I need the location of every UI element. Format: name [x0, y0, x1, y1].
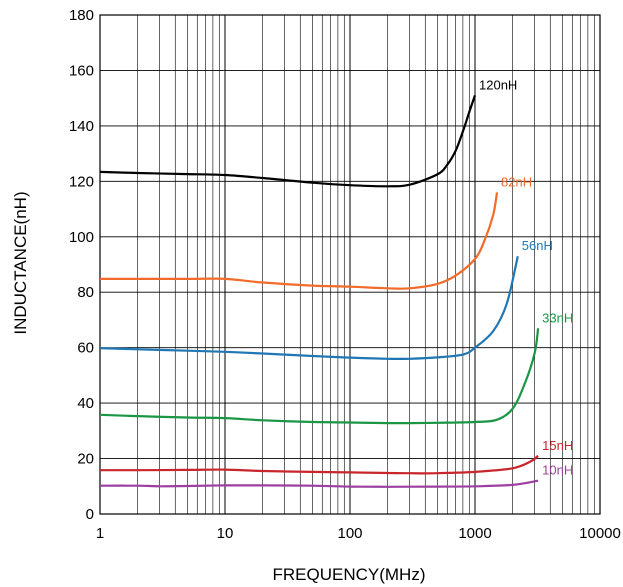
series-line-15nh: [100, 454, 539, 475]
series-line-56nh: [99, 255, 519, 361]
series-line-82nh: [100, 192, 499, 290]
y-axis-title: INDUCTANCE(nH): [11, 191, 30, 334]
y-tick-label: 120: [69, 173, 94, 190]
y-tick-label: 60: [77, 340, 94, 357]
y-tick-label: 160: [69, 62, 94, 79]
x-tick-label: 100: [337, 525, 362, 542]
series-label-10nh: 10nH: [542, 463, 573, 478]
minor-gridlines: [137, 15, 595, 514]
series-lines: [99, 95, 540, 488]
y-tick-label: 80: [77, 284, 94, 301]
x-tick-label: 10000: [579, 525, 621, 542]
series-line-120nh: [99, 95, 477, 188]
series-label-120nh: 120nH: [479, 77, 517, 92]
series-label-56nh: 56nH: [522, 238, 553, 253]
x-axis-title: FREQUENCY(MHz): [273, 565, 426, 584]
series-label-15nh: 15nH: [542, 438, 573, 453]
y-tick-label: 100: [69, 229, 94, 246]
x-tick-labels: 1 10 100 1000 10000: [96, 525, 621, 542]
y-tick-label: 40: [77, 395, 94, 412]
x-tick-label: 1: [96, 525, 104, 542]
series-label-82nh: 82nH: [501, 174, 532, 189]
y-tick-labels: 0 20 40 60 80 100 120 140 160 180: [69, 7, 94, 523]
y-tick-label: 0: [86, 506, 94, 523]
y-tick-label: 20: [77, 451, 94, 468]
x-tick-label: 10: [217, 525, 234, 542]
series-label-33nh: 33nH: [542, 310, 573, 325]
series-labels: 120nH 82nH 56nH 33nH 15nH 10nH: [479, 77, 573, 477]
y-tick-label: 180: [69, 7, 94, 24]
x-tick-label: 1000: [458, 525, 491, 542]
plot-frame: [99, 14, 601, 515]
y-tick-label: 140: [69, 118, 94, 135]
series-line-10nh: [99, 479, 539, 488]
series-line-33nh: [99, 328, 540, 425]
